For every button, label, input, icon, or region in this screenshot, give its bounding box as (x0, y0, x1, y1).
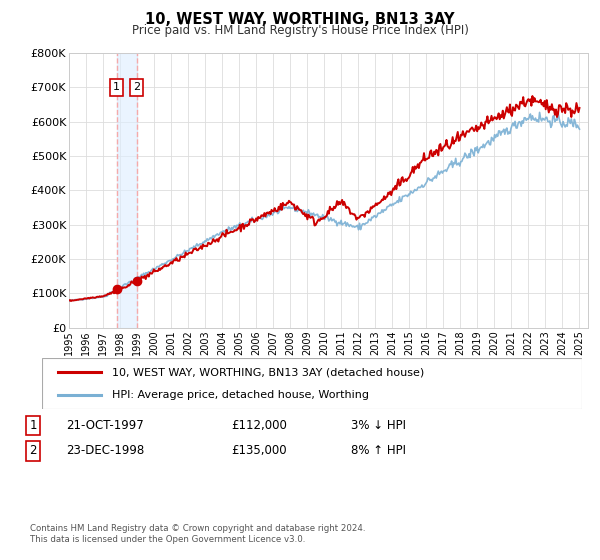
Text: 8% ↑ HPI: 8% ↑ HPI (351, 444, 406, 458)
Bar (116, 53, 137, 328)
Text: Price paid vs. HM Land Registry's House Price Index (HPI): Price paid vs. HM Land Registry's House … (131, 24, 469, 37)
Text: Contains HM Land Registry data © Crown copyright and database right 2024.: Contains HM Land Registry data © Crown c… (30, 524, 365, 533)
Text: HPI: Average price, detached house, Worthing: HPI: Average price, detached house, Wort… (112, 390, 369, 400)
Text: 1: 1 (29, 419, 37, 432)
Text: £112,000: £112,000 (231, 419, 287, 432)
Text: 3% ↓ HPI: 3% ↓ HPI (351, 419, 406, 432)
Text: 1: 1 (113, 82, 120, 92)
Text: 2: 2 (29, 444, 37, 458)
Text: £135,000: £135,000 (231, 444, 287, 458)
Text: 10, WEST WAY, WORTHING, BN13 3AY (detached house): 10, WEST WAY, WORTHING, BN13 3AY (detach… (112, 367, 424, 377)
Text: 2: 2 (133, 82, 140, 92)
Text: 23-DEC-1998: 23-DEC-1998 (66, 444, 144, 458)
Text: This data is licensed under the Open Government Licence v3.0.: This data is licensed under the Open Gov… (30, 535, 305, 544)
Text: 21-OCT-1997: 21-OCT-1997 (66, 419, 144, 432)
Text: 10, WEST WAY, WORTHING, BN13 3AY: 10, WEST WAY, WORTHING, BN13 3AY (145, 12, 455, 27)
